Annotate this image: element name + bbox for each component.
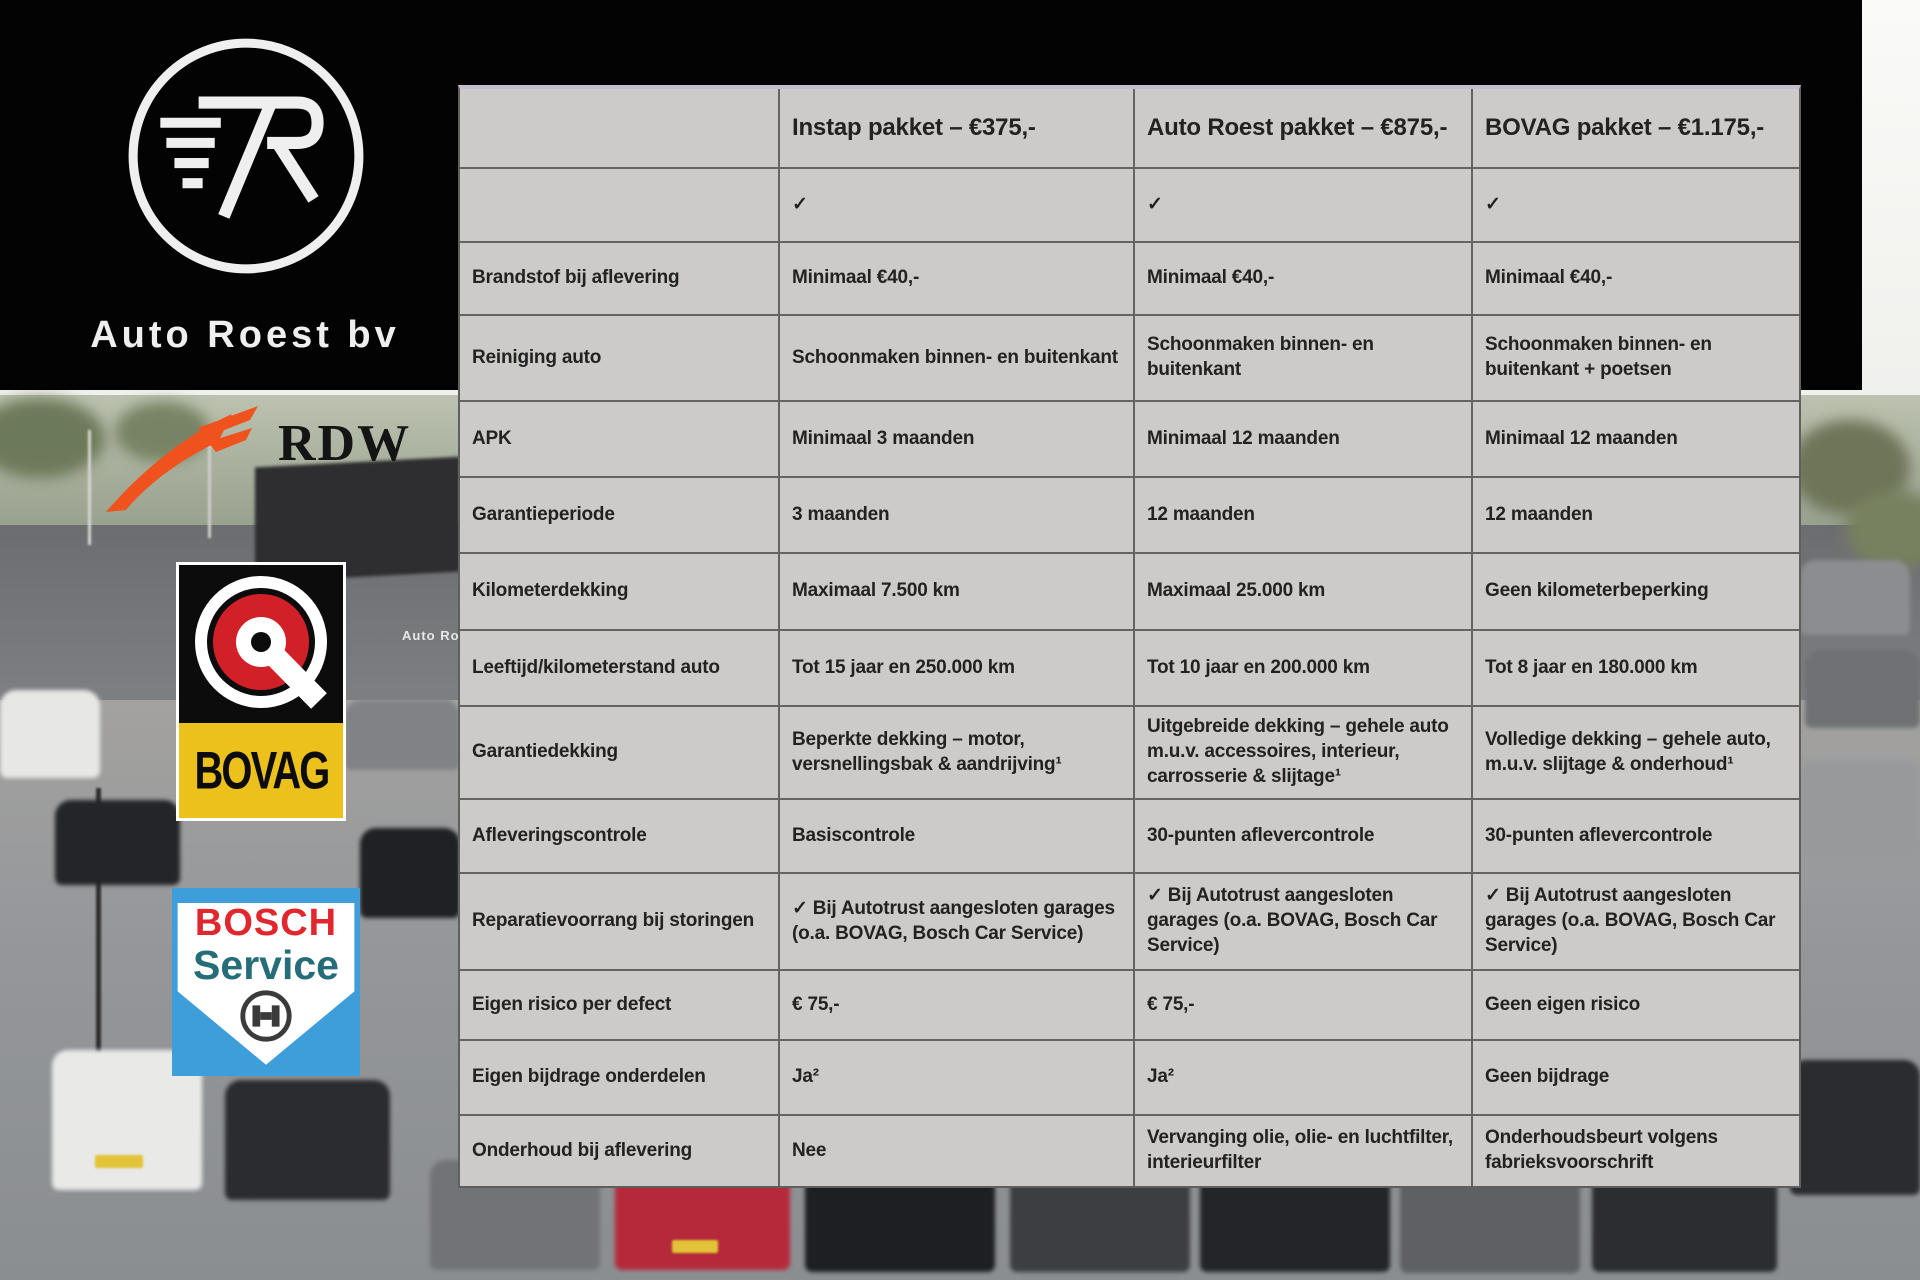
value-cell: ✓ (1473, 169, 1799, 243)
value-cell: Maximaal 25.000 km (1135, 554, 1473, 631)
bosch-armature-icon (240, 990, 292, 1042)
bosch-shield: BOSCH Service (177, 902, 355, 1065)
value-cell: ✓ Bij Autotrust aangesloten garages (o.a… (1135, 874, 1473, 971)
row-label-cell: Brandstof bij aflevering (460, 243, 780, 316)
bosch-service-text: Service (193, 941, 339, 988)
value-cell: Minimaal 12 maanden (1135, 402, 1473, 478)
value-cell: 30-punten aflevercontrole (1473, 800, 1799, 874)
row-label-cell: Garantiedekking (460, 707, 780, 800)
row-label-cell: Afleveringscontrole (460, 800, 780, 874)
package-column-header: Instap pakket – €375,- (780, 89, 1135, 169)
license-plate (95, 1155, 143, 1168)
car-silhouette (1800, 560, 1910, 635)
car-silhouette (225, 1080, 390, 1200)
bosch-service-logo: BOSCH Service (172, 888, 360, 1076)
value-cell: Geen bijdrage (1473, 1041, 1799, 1116)
value-cell: Tot 10 jaar en 200.000 km (1135, 631, 1473, 707)
value-cell: 3 maanden (780, 478, 1135, 554)
auto-roest-monogram-icon (128, 38, 364, 274)
rdw-swoosh-icon (106, 406, 258, 512)
value-cell: Ja² (1135, 1041, 1473, 1116)
value-cell: ✓ (780, 169, 1135, 243)
value-cell: Maximaal 7.500 km (780, 554, 1135, 631)
value-cell: Minimaal €40,- (1473, 243, 1799, 316)
bovag-yellow-bar: BOVAG (179, 723, 343, 818)
value-cell: Schoonmaken binnen- en buitenkant + poet… (1473, 316, 1799, 402)
car-silhouette (1805, 650, 1920, 728)
tree (0, 398, 105, 478)
package-column-header: Auto Roest pakket – €875,- (1135, 89, 1473, 169)
value-cell: Ja² (780, 1041, 1135, 1116)
bosch-brand-text: BOSCH (194, 902, 338, 944)
value-cell: Schoonmaken binnen- en buitenkant (1135, 316, 1473, 402)
value-cell: Beperkte dekking – motor, versnellingsba… (780, 707, 1135, 800)
car-silhouette (345, 700, 460, 770)
value-cell: 12 maanden (1473, 478, 1799, 554)
car-silhouette (55, 800, 180, 885)
value-cell: Volledige dekking – gehele auto, m.u.v. … (1473, 707, 1799, 800)
bovag-text: BOVAG (194, 740, 330, 800)
value-cell: Minimaal 3 maanden (780, 402, 1135, 478)
value-cell: Minimaal €40,- (780, 243, 1135, 316)
value-cell: ✓ Bij Autotrust aangesloten garages (o.a… (1473, 874, 1799, 971)
value-cell: ✓ Bij Autotrust aangesloten garages (o.a… (780, 874, 1135, 971)
value-cell: Basiscontrole (780, 800, 1135, 874)
corner-cell (460, 89, 780, 169)
row-label-cell: Onderhoud bij aflevering (460, 1116, 780, 1186)
value-cell: Schoonmaken binnen- en buitenkant (780, 316, 1135, 402)
value-cell: Tot 8 jaar en 180.000 km (1473, 631, 1799, 707)
value-cell: Minimaal 12 maanden (1473, 402, 1799, 478)
value-cell: ✓ (1135, 169, 1473, 243)
car-silhouette (0, 690, 100, 778)
value-cell: 12 maanden (1135, 478, 1473, 554)
row-label-cell: Eigen bijdrage onderdelen (460, 1041, 780, 1116)
value-cell: Tot 15 jaar en 250.000 km (780, 631, 1135, 707)
value-cell: 30-punten aflevercontrole (1135, 800, 1473, 874)
rdw-text: RDW (278, 415, 412, 472)
row-label-cell: Kilometerdekking (460, 554, 780, 631)
flag-mast (208, 438, 211, 538)
company-name: Auto Roest bv (90, 314, 400, 356)
tree (1845, 490, 1920, 570)
row-label-cell: APK (460, 402, 780, 478)
value-cell: Vervanging olie, olie- en luchtfilter, i… (1135, 1116, 1473, 1186)
bovag-wrench-icon (179, 565, 343, 723)
car-silhouette (1800, 760, 1920, 855)
value-cell: Minimaal €40,- (1135, 243, 1473, 316)
value-cell: Nee (780, 1116, 1135, 1186)
row-label-cell: Reparatievoorrang bij storingen (460, 874, 780, 971)
bovag-logo: BOVAG (176, 562, 346, 821)
value-cell: Uitgebreide dekking – gehele auto m.u.v.… (1135, 707, 1473, 800)
row-label-cell: Leeftijd/kilometerstand auto (460, 631, 780, 707)
row-label-cell: Garantieperiode (460, 478, 780, 554)
license-plate (672, 1240, 718, 1253)
row-label-cell: Eigen risico per defect (460, 971, 780, 1041)
value-cell: Geen eigen risico (1473, 971, 1799, 1041)
rdw-logo: RDW (100, 400, 430, 522)
row-label-cell (460, 169, 780, 243)
car-silhouette (1790, 1060, 1920, 1195)
flag-mast (88, 430, 91, 545)
package-table: Instap pakket – €375,- Auto Roest pakket … (458, 85, 1801, 1188)
value-cell: Geen kilometerbeperking (1473, 554, 1799, 631)
value-cell: € 75,- (1135, 971, 1473, 1041)
row-label-cell: Reiniging auto (460, 316, 780, 402)
lamp-post (96, 788, 101, 1058)
package-column-header: BOVAG pakket – €1.175,- (1473, 89, 1799, 169)
value-cell: € 75,- (780, 971, 1135, 1041)
car-silhouette (360, 828, 460, 918)
value-cell: Onderhoudsbeurt volgens fabrieksvoorschr… (1485, 1127, 1718, 1173)
building-sign: Auto Ro (402, 628, 460, 643)
